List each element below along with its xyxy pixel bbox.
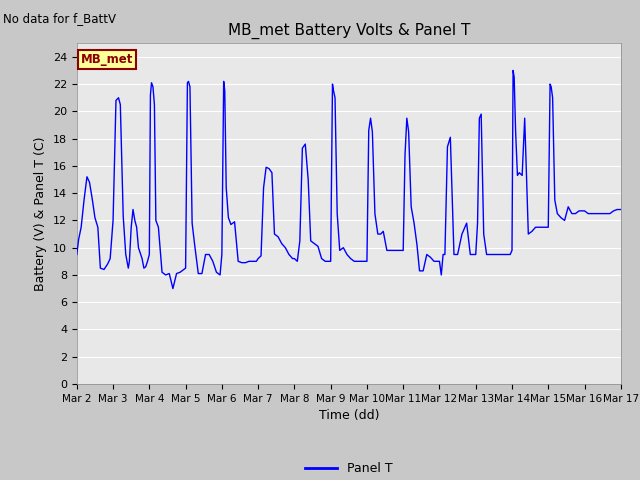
Text: MB_met: MB_met	[81, 53, 134, 66]
Legend: Panel T: Panel T	[300, 457, 397, 480]
Text: No data for f_BattV: No data for f_BattV	[3, 12, 116, 25]
Title: MB_met Battery Volts & Panel T: MB_met Battery Volts & Panel T	[228, 23, 470, 39]
X-axis label: Time (dd): Time (dd)	[319, 409, 379, 422]
Y-axis label: Battery (V) & Panel T (C): Battery (V) & Panel T (C)	[35, 136, 47, 291]
